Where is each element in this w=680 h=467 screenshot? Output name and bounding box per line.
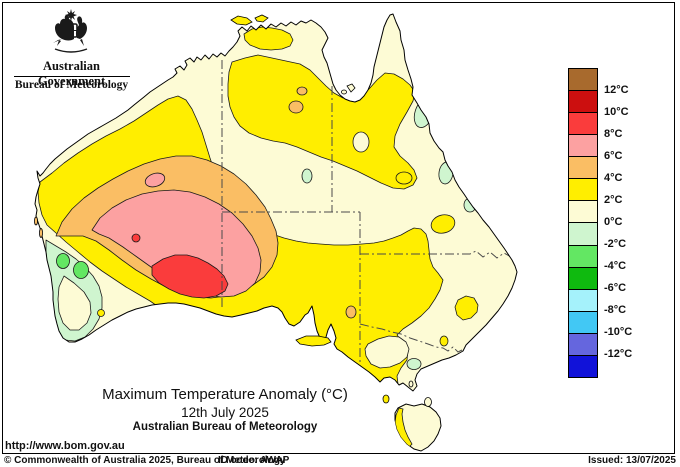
region-pink-spot-wa [144,172,166,188]
island-tiwi-2 [254,14,269,23]
region-yellow-north [227,54,418,190]
island-kangaroo [295,335,332,347]
island-bass-small [408,380,414,388]
map-date: 12th July 2025 [181,405,269,420]
island-wa-speck-2 [39,228,43,238]
region-yellow-dot-sw [97,309,105,317]
region-red-wa [151,254,229,299]
region-orange-spot-sa-vic [345,305,357,319]
state-borders [221,60,512,371]
region-palegreen-qld-5 [463,197,477,213]
coat-of-arms-logo [53,9,88,53]
region-cream-hole-nt [352,131,370,153]
region-cream-vic-pocket [364,335,410,369]
footer-copyright: © Commonwealth of Australia 2025, Bureau… [4,455,286,466]
map-org: Australian Bureau of Meteorology [132,421,318,433]
mainland-coastline [34,13,518,392]
kangaroo-icon [53,15,74,46]
island-flinders [424,397,432,407]
island-wa-speck-1 [34,216,38,226]
region-orange-spot-nt-1 [296,86,308,96]
bom-url: http://www.bom.gov.au [5,440,125,452]
region-palegreen-vic [406,358,422,370]
region-palegreen-qld-2 [443,136,453,150]
island-groote [346,83,356,93]
map-frame [2,2,675,454]
map-title: Maximum Temperature Anomaly (°C) [102,386,348,403]
region-yellow-qld-2 [430,214,456,234]
region-green-spot-sw-2 [73,261,89,279]
scroll-banner [54,48,88,53]
emu-icon [75,16,87,46]
footer-id-code: ID code: AWAP [218,455,290,466]
gov-label: Australian Government [37,59,106,88]
footer-bar: © Commonwealth of Australia 2025, Bureau… [0,453,680,467]
island-king [382,394,390,404]
bureau-label: Bureau of Meteorology [14,79,129,91]
state-border-nsw-vic [359,323,463,353]
islands [34,14,432,407]
island-tiwi-1 [230,15,253,26]
region-green-spot-sw-1 [56,253,70,269]
region-palegreen-qld-4 [468,180,480,194]
region-palegreen-south-coast [109,315,172,339]
footer-issued: Issued: 13/07/2025 [588,455,676,466]
region-yellow-nsw-coastal [454,295,479,321]
region-cream-wheatbelt [57,275,92,331]
region-yellow-qld-1 [395,171,413,185]
island-wellesley [341,89,347,95]
region-palegreen-spot-nt [301,168,313,184]
gov-divider [14,76,130,77]
region-red-dot-wa [131,233,141,243]
region-orange-spot-nt-2 [288,100,304,114]
region-yellow-dot-nsw [439,335,449,347]
